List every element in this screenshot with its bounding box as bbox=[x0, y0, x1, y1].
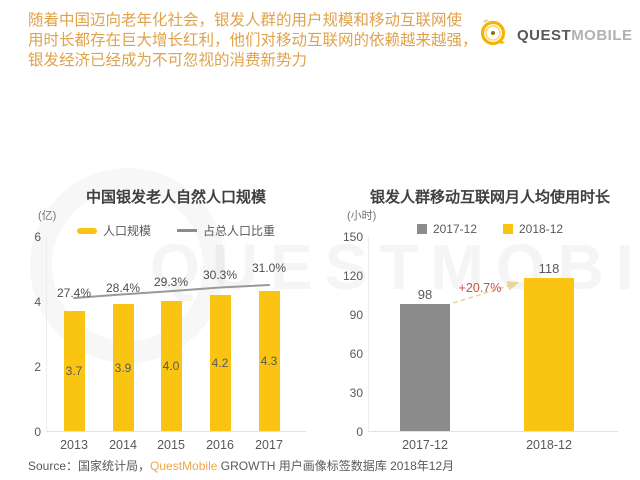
share-pct-label: 29.3% bbox=[153, 275, 189, 289]
legend-swatch-2017-icon bbox=[416, 224, 427, 234]
growth-annotation: +20.7% bbox=[458, 281, 502, 295]
y-axis-tick-label: 90 bbox=[349, 308, 363, 322]
source-rest: GROWTH 用户画像标签数据库 2018年12月 bbox=[217, 459, 455, 473]
header-summary: 随着中国迈向老年化社会，银发人群的用户规模和移动互联网使 用时长都存在巨大增长红… bbox=[28, 11, 488, 71]
chart-usage: 银发人群移动互联网月人均使用时长 2017-12 2018-12 (小时) bbox=[345, 182, 635, 236]
y-axis-tick-label: 4 bbox=[34, 295, 41, 309]
logo-mobile: MOBILE bbox=[571, 27, 633, 44]
chart-usage-unit: (小时) bbox=[347, 210, 377, 222]
share-pct-label: 28.4% bbox=[105, 281, 141, 295]
legend-item-population: 人口规模 bbox=[76, 222, 151, 239]
x-axis-tick-label: 2018-12 bbox=[526, 438, 572, 452]
share-pct-label: 27.4% bbox=[56, 286, 92, 300]
x-axis-tick-label: 2017-12 bbox=[402, 438, 448, 452]
legend-item-share: 占总人口比重 bbox=[177, 222, 275, 239]
population-bar-value: 3.9 bbox=[114, 360, 132, 375]
population-bar-2015 bbox=[160, 301, 182, 431]
usage-bar-value: 98 bbox=[417, 286, 433, 302]
usage-bar-2017-12 bbox=[400, 303, 450, 431]
share-pct-label: 30.3% bbox=[202, 268, 238, 282]
legend-label-2017: 2017-12 bbox=[432, 222, 477, 236]
population-bar-2014 bbox=[112, 304, 134, 431]
population-bar-value: 4.3 bbox=[260, 354, 278, 369]
usage-bar-2018-12 bbox=[524, 277, 574, 431]
summary-line-1: 随着中国迈向老年化社会，银发人群的用户规模和移动互联网使 bbox=[28, 12, 463, 29]
y-axis-tick-label: 60 bbox=[349, 347, 363, 361]
y-axis-tick-label: 120 bbox=[342, 269, 363, 283]
population-bar-2016 bbox=[209, 294, 231, 431]
x-axis-tick-label: 2013 bbox=[60, 438, 88, 452]
x-axis-tick-label: 2015 bbox=[157, 438, 185, 452]
population-bar-2017 bbox=[258, 291, 280, 431]
chart-population-unit: (亿) bbox=[38, 210, 57, 222]
questmobile-logo-text: QUESTMOBILE bbox=[517, 27, 633, 44]
chart-usage-legend: 2017-12 2018-12 bbox=[345, 222, 635, 236]
y-axis-tick-label: 2 bbox=[34, 360, 41, 374]
legend-swatch-line-icon bbox=[177, 229, 197, 232]
population-bar-value: 4.2 bbox=[211, 355, 229, 370]
questmobile-logo: QUESTMOBILE bbox=[476, 16, 633, 55]
chart-population-legend: 人口规模 占总人口比重 bbox=[30, 222, 322, 239]
chart-population: 中国银发老人自然人口规模 人口规模 占总人口比重 (亿) bbox=[30, 182, 322, 239]
y-axis-tick-label: 30 bbox=[349, 386, 363, 400]
y-axis-tick-label: 0 bbox=[34, 425, 41, 439]
source-label: Source： bbox=[28, 459, 79, 473]
source-note: Source：国家统计局，QuestMobile GROWTH 用户画像标签数据… bbox=[28, 457, 454, 474]
summary-line-2: 用时长都存在巨大增长红利，他们对移动互联网的依赖越来越强， bbox=[28, 32, 478, 49]
logo-quest: QUEST bbox=[517, 27, 572, 44]
x-axis-tick-label: 2014 bbox=[109, 438, 137, 452]
y-axis-tick-label: 6 bbox=[34, 230, 41, 244]
chart-usage-title: 银发人群移动互联网月人均使用时长 bbox=[369, 189, 610, 206]
summary-line-3: 银发经济已经成为不可忽视的消费新势力 bbox=[28, 52, 308, 69]
population-bar-value: 3.7 bbox=[65, 363, 83, 378]
population-bar-2013 bbox=[63, 310, 85, 431]
source-text: 国家统计局， bbox=[78, 459, 151, 473]
y-axis-tick-label: 0 bbox=[356, 425, 363, 439]
legend-item-2017: 2017-12 bbox=[416, 222, 477, 236]
x-axis-tick-label: 2016 bbox=[206, 438, 234, 452]
legend-label-2018: 2018-12 bbox=[519, 222, 564, 236]
legend-label-share: 占总人口比重 bbox=[203, 224, 276, 238]
legend-label-population: 人口规模 bbox=[102, 224, 151, 238]
population-bar-value: 4.0 bbox=[162, 359, 180, 373]
questmobile-logo-icon bbox=[476, 16, 510, 55]
usage-bar-value: 118 bbox=[538, 260, 560, 276]
share-pct-label: 31.0% bbox=[251, 261, 287, 275]
legend-item-2018: 2018-12 bbox=[503, 222, 563, 236]
legend-swatch-bar-icon bbox=[76, 227, 97, 234]
chart-population-plot: 6 4 2 0 3.7 2013 3.9 2014 4.0 2015 4.2 2016 4.3 2017 2… bbox=[34, 230, 306, 452]
legend-swatch-2018-icon bbox=[503, 224, 513, 234]
x-axis-tick-label: 2017 bbox=[255, 438, 283, 452]
chart-population-title: 中国银发老人自然人口规模 bbox=[85, 189, 266, 206]
source-brand: QuestMobile bbox=[150, 459, 218, 473]
y-axis-tick-label: 150 bbox=[342, 230, 363, 244]
chart-usage-plot: 150 120 90 60 30 0 98 2017-12 118 2018-12 +20.7% bbox=[343, 230, 618, 452]
